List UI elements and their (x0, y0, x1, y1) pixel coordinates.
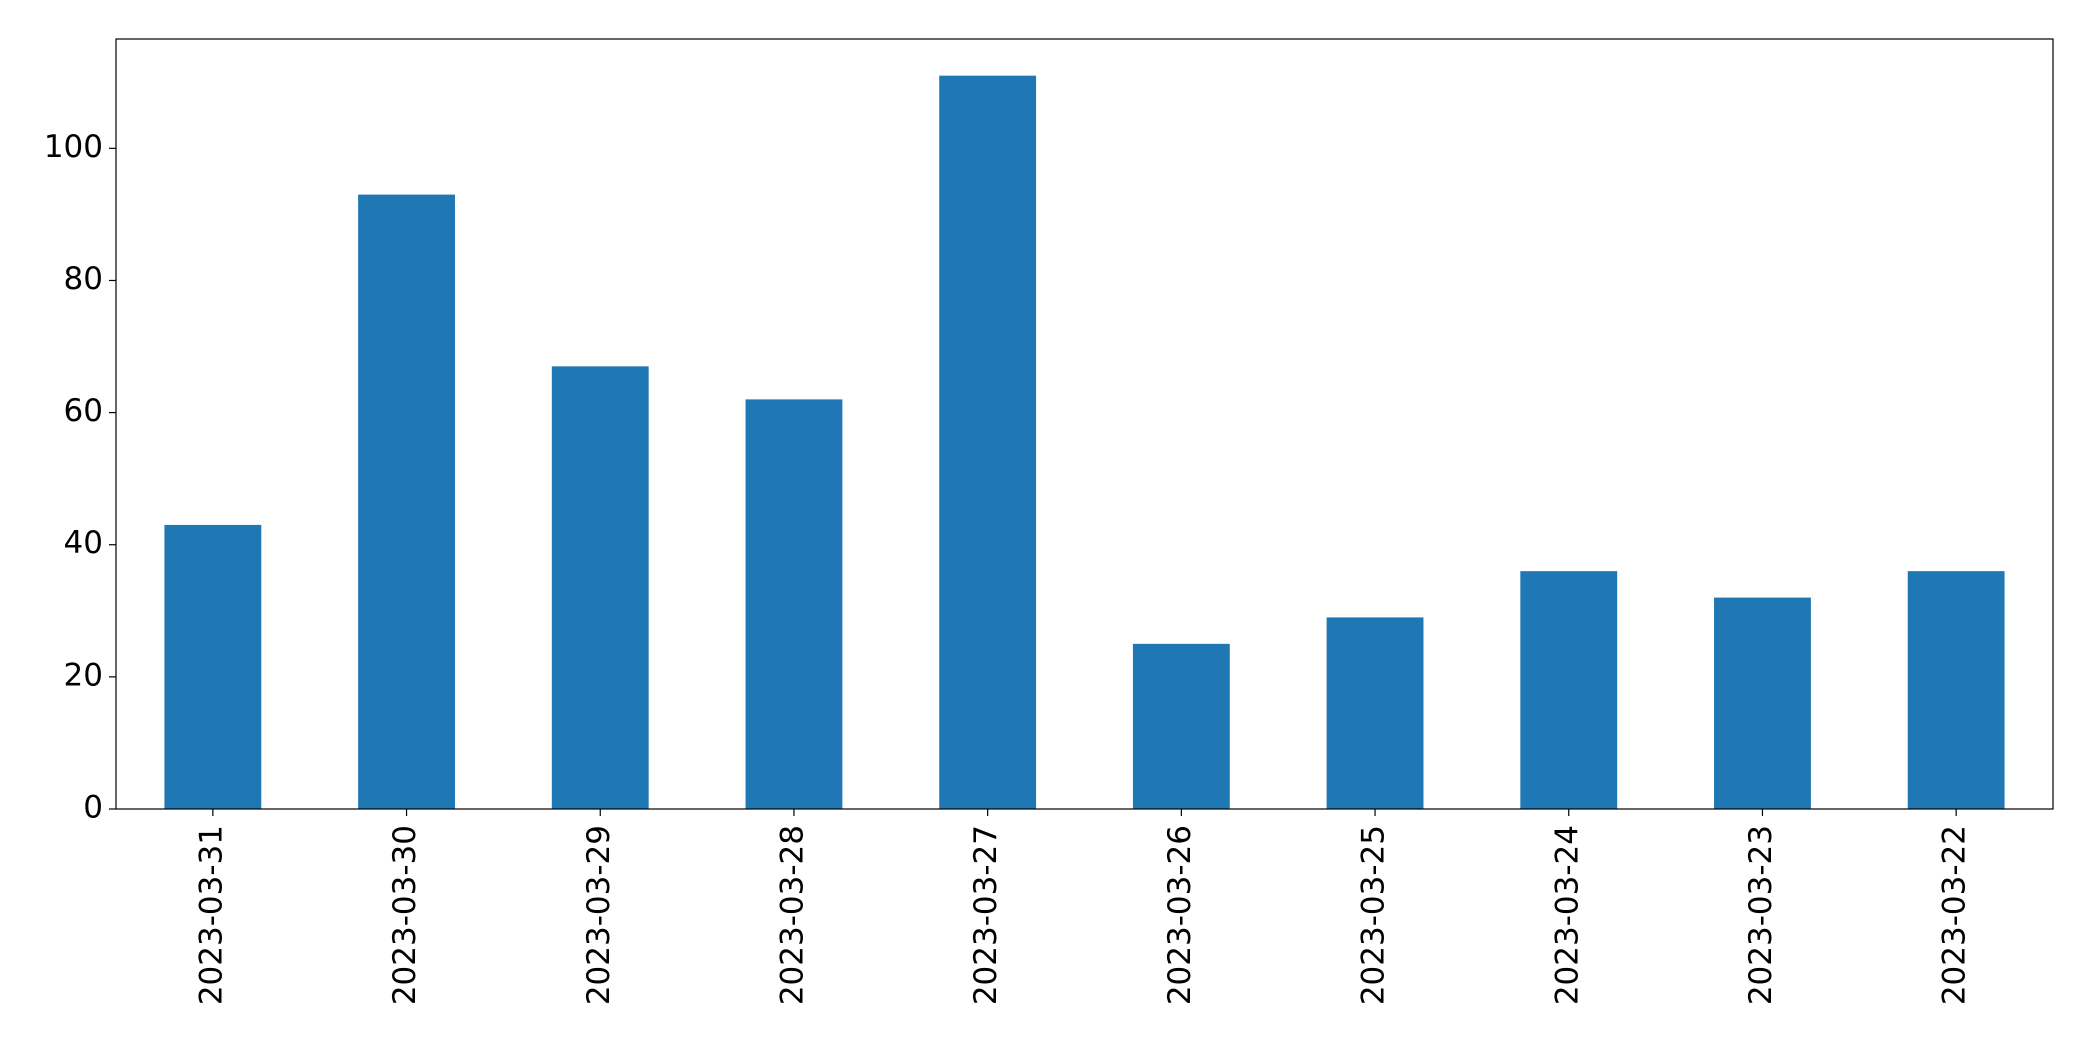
x-tick-label: 2023-03-26 (1162, 825, 1198, 1005)
bar (745, 399, 843, 809)
bar (1326, 617, 1424, 809)
y-tick-label: 40 (64, 525, 103, 561)
x-tick-label: 2023-03-31 (193, 825, 229, 1005)
bar (1520, 571, 1618, 809)
x-tick-label: 2023-03-28 (774, 825, 810, 1005)
y-tick-label: 60 (64, 393, 103, 429)
bar (939, 75, 1037, 809)
bar (164, 524, 262, 809)
x-tick-label: 2023-03-29 (581, 825, 617, 1005)
x-tick-label: 2023-03-24 (1549, 825, 1585, 1005)
bar (551, 366, 649, 809)
x-tick-label: 2023-03-22 (1937, 825, 1973, 1005)
x-tick-label: 2023-03-25 (1356, 825, 1392, 1005)
plot-frame (115, 38, 2054, 810)
x-tick-label: 2023-03-30 (387, 825, 423, 1005)
y-tick-label: 20 (64, 657, 103, 693)
x-tick-label: 2023-03-27 (968, 825, 1004, 1005)
x-tick-label: 2023-03-23 (1743, 825, 1779, 1005)
bar (1132, 643, 1230, 809)
y-tick-label: 80 (64, 261, 103, 297)
bar (1907, 571, 2005, 809)
y-tick-label: 0 (83, 790, 103, 826)
bar (358, 194, 455, 810)
y-tick-label: 100 (44, 129, 103, 165)
bar (1714, 597, 1811, 809)
